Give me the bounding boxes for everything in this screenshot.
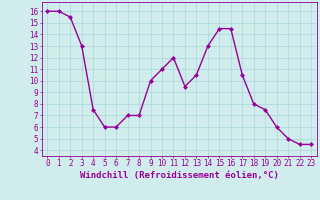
- X-axis label: Windchill (Refroidissement éolien,°C): Windchill (Refroidissement éolien,°C): [80, 171, 279, 180]
